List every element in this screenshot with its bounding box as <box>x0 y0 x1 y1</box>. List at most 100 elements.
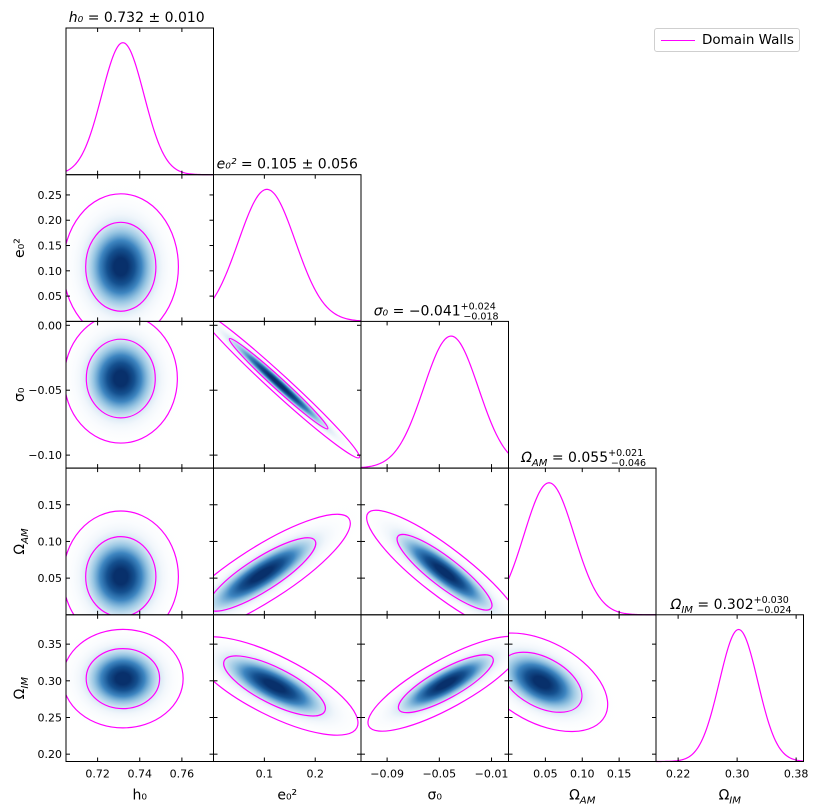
y-tick-label: −0.05 <box>28 384 62 397</box>
legend-line-swatch <box>661 39 695 41</box>
x-tick-label: 0.30 <box>725 768 750 781</box>
marginal-panel-e02 <box>212 188 362 322</box>
x-tick-label: 0.38 <box>784 768 809 781</box>
y-tick-label: 0.15 <box>38 240 63 253</box>
x-tick-label: −0.09 <box>370 768 404 781</box>
marginal-title-lower: −0.046 <box>611 458 646 469</box>
x-tick-label: −0.01 <box>475 768 509 781</box>
marginal-title-lower: −0.018 <box>463 311 498 322</box>
contour-68 <box>85 648 161 710</box>
x-tick-label: 0.74 <box>128 768 153 781</box>
y-tick-label: 0.00 <box>38 319 63 332</box>
y-tick-label: 0.25 <box>38 189 63 202</box>
contour-68 <box>85 338 156 419</box>
marginal-curve <box>507 482 657 616</box>
x-tick-label: 0.05 <box>533 768 558 781</box>
panel-frame <box>655 614 804 762</box>
contour-panel-sigma0-vs-e02 <box>213 321 361 469</box>
marginal-title: e₀² = 0.105 ± 0.056 <box>217 157 358 173</box>
marginal-title: σ₀ = −0.041+0.024 <box>374 301 496 319</box>
y-tick-label: 0.10 <box>38 535 63 548</box>
y-tick-label: 0.20 <box>38 748 63 761</box>
x-tick-label: 0.15 <box>607 768 632 781</box>
contour-68 <box>228 337 329 430</box>
contour-95 <box>213 513 351 615</box>
marginal-panel-h0 <box>65 42 214 176</box>
contour-95 <box>66 628 184 729</box>
marginal-curve <box>212 188 362 322</box>
x-tick-label: 0.76 <box>170 768 195 781</box>
y-axis-label: ΩAM <box>12 528 31 555</box>
x-axis-label: ΩIM <box>719 788 742 807</box>
contour-panel-omega_im-vs-sigma0 <box>361 626 509 741</box>
contour-panel-omega_im-vs-e02 <box>213 626 361 746</box>
marginal-panel-omega_im <box>655 628 804 763</box>
contour-68 <box>223 655 326 717</box>
panel-frame <box>360 320 509 469</box>
x-axis-label: ΩAM <box>569 788 596 807</box>
contour-panel-omega_am-vs-sigma0 <box>361 497 509 615</box>
x-tick-label: 0.1 <box>256 768 274 781</box>
x-axis-label: σ₀ <box>428 788 443 804</box>
y-tick-label: 0.05 <box>38 572 63 585</box>
contour-panel-omega_am-vs-e02 <box>213 501 361 615</box>
x-tick-label: 0.10 <box>570 768 595 781</box>
y-axis-label: σ₀ <box>12 387 28 402</box>
legend: Domain Walls <box>654 28 800 52</box>
y-tick-label: 0.20 <box>38 214 63 227</box>
density-fill <box>66 619 196 739</box>
contour-95 <box>508 632 609 733</box>
density-fill <box>213 321 361 469</box>
marginal-title: ΩIM = 0.302+0.030 <box>670 595 789 616</box>
contour-68 <box>397 654 494 714</box>
density-fill <box>213 501 361 615</box>
marginal-panel-omega_am <box>507 482 657 616</box>
density-fill <box>508 622 622 742</box>
y-axis-label: ΩIM <box>12 677 31 700</box>
marginal-curve <box>655 628 804 763</box>
panel-frame <box>508 467 657 616</box>
marginal-curve <box>360 335 509 469</box>
x-axis-label: h₀ <box>133 788 148 804</box>
contour-95 <box>367 635 509 732</box>
y-tick-label: 0.30 <box>38 675 63 688</box>
contour-95 <box>213 636 359 736</box>
marginal-panel-sigma0 <box>360 335 509 469</box>
y-tick-label: 0.35 <box>38 638 63 651</box>
contour-95 <box>213 321 361 459</box>
contour-95 <box>66 510 180 615</box>
contour-95 <box>66 193 180 322</box>
contour-68 <box>85 536 157 615</box>
marginal-curve <box>65 42 214 176</box>
density-fill <box>66 497 191 615</box>
x-axis-label: e₀² <box>277 788 297 804</box>
y-tick-label: 0.10 <box>38 265 63 278</box>
contour-95 <box>366 509 509 615</box>
x-tick-label: 0.22 <box>666 768 691 781</box>
marginal-title: ΩAM = 0.055+0.021 <box>520 448 643 469</box>
x-tick-label: −0.05 <box>422 768 456 781</box>
y-tick-label: 0.25 <box>38 711 63 724</box>
contour-68 <box>396 533 493 611</box>
legend-label: Domain Walls <box>702 32 794 48</box>
density-fill <box>213 626 361 746</box>
density-fill <box>66 178 191 322</box>
panel-frame <box>65 27 214 176</box>
contour-68 <box>85 221 157 312</box>
x-tick-label: 0.2 <box>306 768 324 781</box>
density-fill <box>361 626 509 741</box>
contour-68 <box>508 651 583 713</box>
marginal-title: h₀ = 0.732 ± 0.010 <box>69 10 205 26</box>
y-axis-label: e₀² <box>12 238 28 258</box>
contour-68 <box>213 537 317 612</box>
contour-panel-e02-vs-h0 <box>66 178 191 322</box>
contour-panel-omega_im-vs-omega_am <box>508 622 622 742</box>
y-tick-label: 0.15 <box>38 499 63 512</box>
density-fill <box>66 321 190 457</box>
x-tick-label: 0.72 <box>85 768 110 781</box>
y-tick-label: 0.05 <box>38 290 63 303</box>
y-tick-label: −0.10 <box>28 449 62 462</box>
contour-95 <box>66 321 178 444</box>
contour-panel-omega_am-vs-h0 <box>66 497 191 615</box>
